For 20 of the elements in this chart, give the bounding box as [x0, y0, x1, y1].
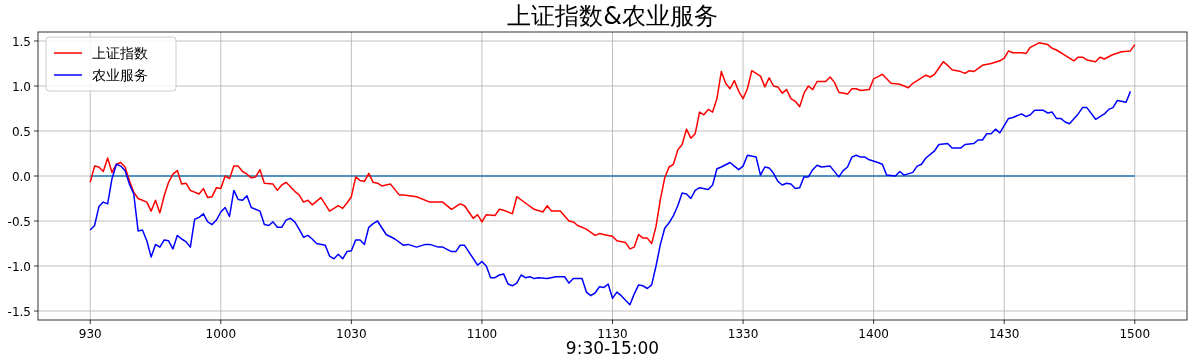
y-tick-label: -1.0	[7, 259, 31, 274]
y-tick-label: -0.5	[7, 214, 31, 229]
legend-label: 上证指数	[92, 45, 148, 61]
x-axis-title: 9:30-15:00	[565, 338, 660, 358]
x-tick-label: 1430	[988, 327, 1020, 341]
y-tick-label: 1.5	[11, 34, 31, 49]
y-tick-label: 0.5	[11, 124, 31, 139]
x-tick-label: 1000	[205, 327, 237, 341]
legend-label: 农业服务	[92, 67, 148, 83]
x-tick-label: 1500	[1119, 327, 1151, 341]
y-tick-label: -1.5	[7, 304, 31, 319]
y-tick-label: 0.0	[11, 169, 31, 184]
x-tick-label: 1100	[466, 327, 498, 341]
x-tick-label: 1330	[727, 327, 759, 341]
chart-title: 上证指数&农业服务	[507, 2, 718, 30]
y-tick-label: 1.0	[11, 79, 31, 94]
x-tick-label: 930	[78, 327, 102, 341]
x-tick-label: 1030	[336, 327, 367, 341]
x-tick-label: 1130	[597, 327, 628, 341]
x-tick-label: 1400	[858, 327, 889, 341]
